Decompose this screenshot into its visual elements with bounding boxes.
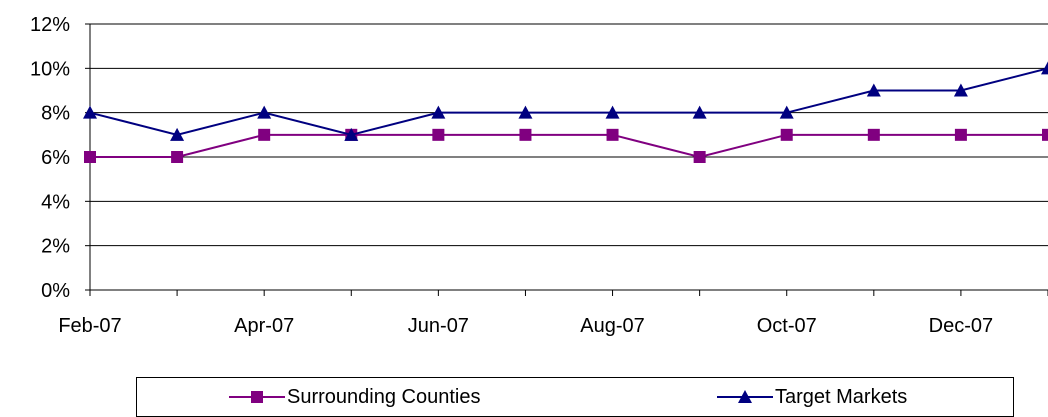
- data-point-target-markets: [692, 105, 707, 119]
- y-tick-label: 10%: [30, 58, 70, 80]
- data-point-target-markets: [1041, 61, 1048, 75]
- legend-item-surrounding-counties: Surrounding Counties: [229, 378, 480, 416]
- data-point-surrounding-counties: [84, 151, 96, 163]
- y-tick-label: 4%: [41, 191, 70, 213]
- legend-label-target-markets: Target Markets: [775, 385, 908, 408]
- data-point-surrounding-counties: [780, 128, 793, 141]
- legend-item-target-markets: Target Markets: [717, 378, 907, 416]
- data-point-target-markets: [170, 127, 185, 141]
- x-axis-tick-labels: Feb-07 Apr-07 Jun-07 Aug-07 Oct-07 Dec-07: [58, 315, 993, 337]
- data-point-target-markets: [779, 105, 794, 119]
- x-tick-label: Oct-07: [757, 315, 817, 337]
- legend: Surrounding Counties Target Markets: [136, 377, 1014, 417]
- x-tick-label: Feb-07: [58, 315, 121, 337]
- data-point-target-markets: [605, 105, 620, 119]
- y-tick-label: 12%: [30, 14, 70, 36]
- x-tick-label: Jun-07: [408, 315, 469, 337]
- gridlines: [90, 23, 1048, 247]
- data-point-surrounding-counties: [606, 128, 619, 141]
- data-point-target-markets: [518, 105, 533, 119]
- y-axis-tick-labels: 0% 2% 4% 6% 8% 10% 12%: [30, 14, 70, 302]
- data-point-target-markets: [257, 105, 272, 119]
- data-point-target-markets: [431, 105, 446, 119]
- data-point-surrounding-counties: [954, 128, 967, 141]
- data-point-target-markets: [83, 105, 97, 119]
- x-tick-label: Dec-07: [929, 315, 993, 337]
- y-tick-label: 2%: [41, 236, 70, 258]
- data-point-target-markets: [344, 127, 359, 141]
- series-line-surrounding-counties: [90, 133, 1048, 159]
- data-point-target-markets: [866, 83, 881, 97]
- data-point-surrounding-counties: [519, 128, 532, 141]
- legend-swatch-square-icon: [229, 391, 285, 403]
- axes: [85, 23, 1048, 296]
- line-chart: 0% 2% 4% 6% 8% 10% 12% Feb-07 Apr-07 Jun-07 Aug-0…: [30, 14, 1048, 337]
- data-point-surrounding-counties: [171, 151, 184, 163]
- data-point-target-markets: [953, 83, 968, 97]
- x-tick-label: Apr-07: [234, 315, 294, 337]
- legend-swatch-triangle-icon: [717, 390, 773, 403]
- data-point-surrounding-counties: [258, 128, 271, 141]
- series-line-target-markets: [89, 67, 1048, 136]
- y-tick-label: 0%: [41, 280, 70, 302]
- series-lines: [83, 61, 1048, 163]
- data-point-surrounding-counties: [1042, 128, 1048, 141]
- y-tick-label: 6%: [41, 147, 70, 169]
- data-point-surrounding-counties: [432, 128, 445, 141]
- x-tick-label: Aug-07: [580, 315, 645, 337]
- data-point-surrounding-counties: [693, 151, 706, 163]
- data-point-surrounding-counties: [867, 128, 880, 141]
- y-tick-label: 8%: [41, 103, 70, 125]
- legend-label-surrounding-counties: Surrounding Counties: [287, 385, 481, 408]
